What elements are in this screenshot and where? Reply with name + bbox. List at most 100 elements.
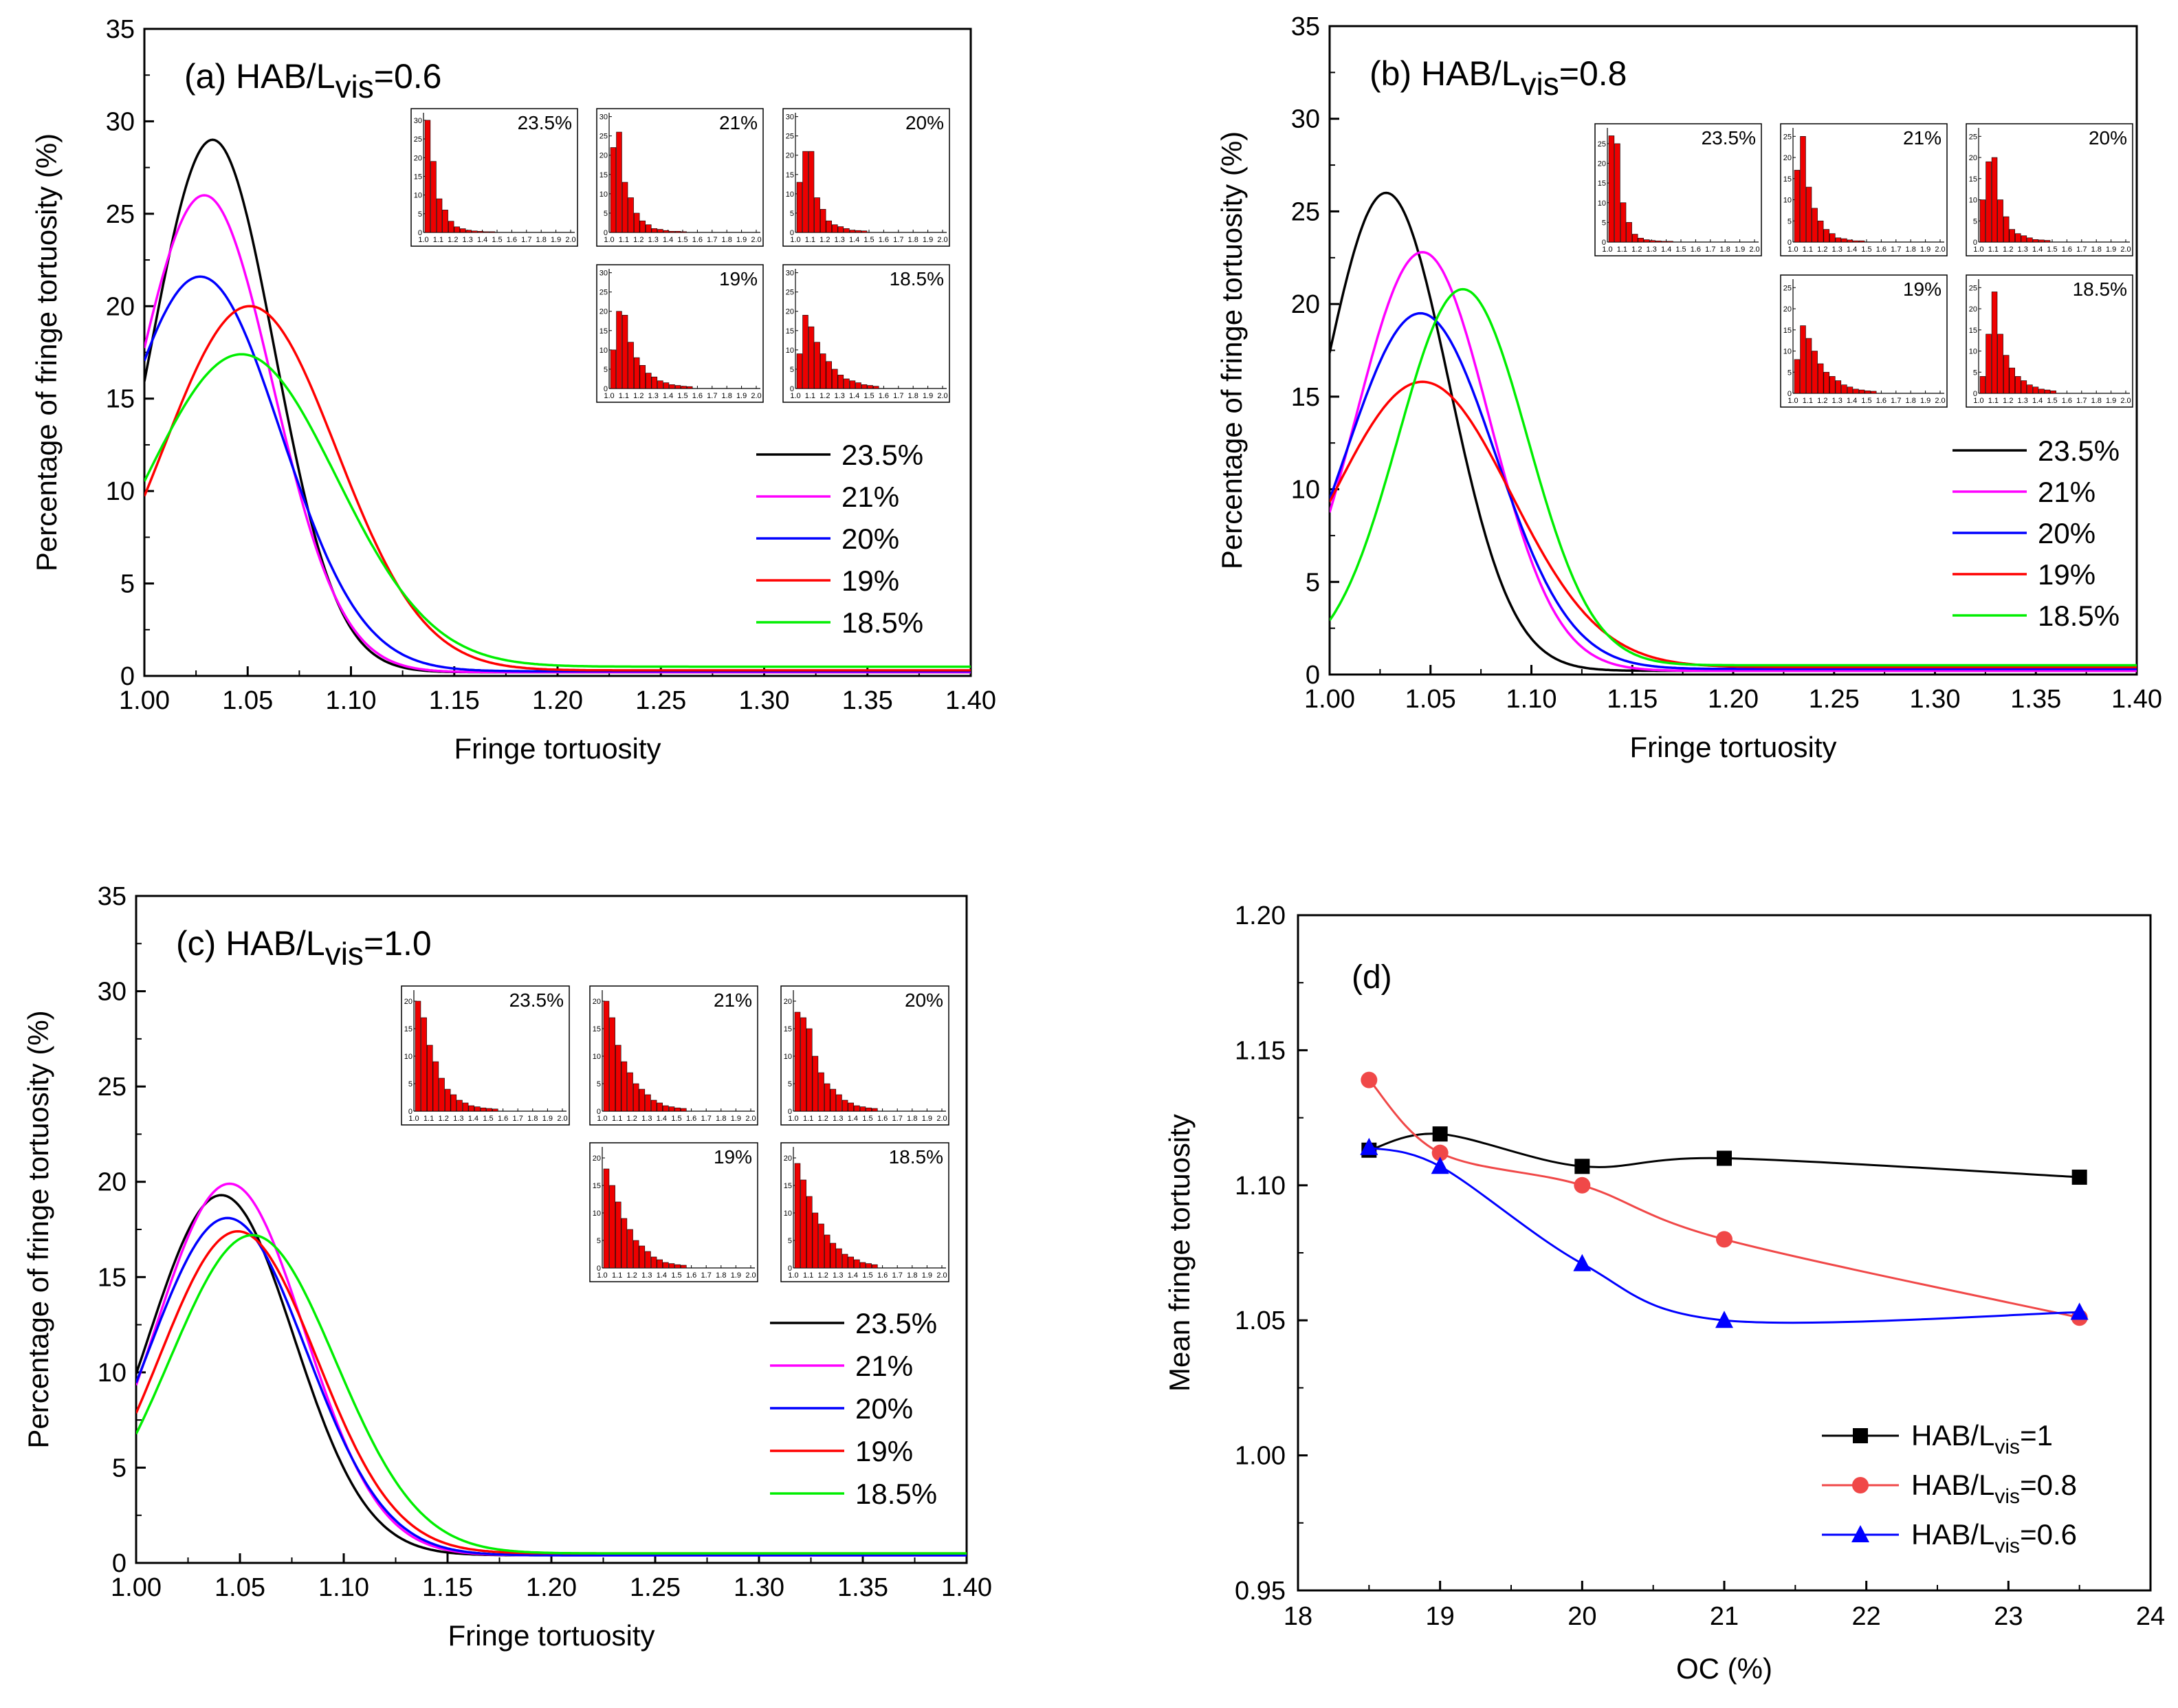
inset-y-tick-label: 0 [1973, 390, 1977, 398]
inset-bar [663, 382, 670, 389]
inset-bar [842, 1099, 848, 1112]
inset-label: 18.5% [889, 1146, 943, 1168]
inset-x-tick-label: 1.2 [820, 392, 830, 400]
inset-x-tick-label: 1.1 [1617, 245, 1627, 254]
y-tick-label: 10 [98, 1359, 126, 1388]
inset-bar [477, 231, 484, 233]
inset-bar [848, 1102, 855, 1112]
y-tick-label: 25 [1291, 197, 1320, 226]
inset-x-tick-label: 1.5 [864, 392, 874, 400]
inset-bar [615, 1201, 622, 1269]
x-tick-label: 1.05 [214, 1573, 265, 1602]
y-axis-label: Mean fringe tortuosity [1163, 1114, 1196, 1392]
x-tick-label: 22 [1852, 1602, 1881, 1631]
legend-label: 23.5% [842, 439, 923, 471]
inset-x-tick-label: 1.9 [731, 1115, 741, 1123]
y-tick-label: 10 [106, 477, 135, 506]
legend-label: 21% [855, 1350, 913, 1382]
inset-x-tick-label: 1.5 [671, 1115, 681, 1123]
inset-bar [1626, 222, 1632, 243]
inset-x-tick-label: 1.1 [805, 392, 815, 400]
x-tick-label: 1.25 [630, 1573, 681, 1602]
inset-bar [465, 230, 472, 233]
inset-bar [1805, 338, 1812, 394]
inset-bar [633, 357, 640, 389]
inset-histogram: 0 5 10 15 20 25 1.0 1.1 1.2 1.3 1.4 1.5 1.6 1.7 1.8 1.9… [1594, 123, 1762, 256]
inset-x-tick-label: 1.8 [2091, 245, 2102, 254]
inset-bar [622, 182, 628, 233]
title-subscript: vis [336, 69, 374, 105]
y-tick-label: 35 [1291, 12, 1320, 41]
inset-bar [814, 197, 820, 233]
inset-x-tick-label: 1.3 [1832, 397, 1842, 405]
inset-bar [1661, 241, 1668, 243]
inset-label: 20% [905, 989, 943, 1011]
inset-y-tick-label: 25 [1598, 140, 1606, 149]
inset-bar [855, 382, 861, 389]
inset-x-tick-label: 1.5 [862, 1115, 872, 1123]
inset-x-tick-label: 1.5 [1675, 245, 1686, 254]
inset-x-tick-label: 1.8 [716, 1271, 726, 1280]
inset-x-tick-label: 1.2 [1817, 245, 1827, 254]
inset-x-tick-label: 1.1 [1988, 245, 1999, 254]
inset-x-tick-label: 1.7 [1891, 397, 1901, 405]
inset-bar [842, 1253, 848, 1269]
inset-x-tick-label: 1.6 [692, 236, 703, 244]
legend-label: 19% [842, 565, 899, 597]
inset-x-tick-label: 2.0 [936, 1115, 947, 1123]
inset-x-tick-label: 1.8 [716, 1115, 726, 1123]
inset-y-tick-label: 10 [414, 192, 422, 200]
curves [136, 1182, 967, 1557]
inset-y-tick-label: 0 [418, 229, 422, 237]
inset-x-tick-label: 1.5 [864, 236, 874, 244]
inset-y-tick-label: 15 [593, 1182, 601, 1190]
inset-x-tick-label: 1.5 [677, 236, 688, 244]
inset-bar [812, 1055, 819, 1112]
inset-y-tick-label: 20 [1969, 154, 1977, 162]
inset-bar [2009, 229, 2015, 243]
inset-y-tick-label: 15 [404, 1025, 412, 1033]
series-square [1361, 1126, 2087, 1185]
inset-x-tick-label: 2.0 [2120, 397, 2131, 405]
inset-bar [1835, 380, 1842, 394]
legend-suffix: =0.8 [2020, 1469, 2077, 1501]
inset-y-tick-label: 5 [604, 366, 608, 374]
inset-x-tick-label: 1.7 [701, 1115, 712, 1123]
inset-bar [646, 224, 652, 233]
inset-y-tick-label: 20 [1598, 160, 1606, 168]
inset-x-tick-label: 1.4 [477, 236, 487, 244]
inset-bar [681, 386, 687, 389]
title-suffix: =1.0 [364, 924, 432, 963]
inset-label: 21% [714, 989, 752, 1011]
inset-x-tick-label: 1.1 [424, 1115, 434, 1123]
inset-x-tick-label: 2.0 [557, 1115, 567, 1123]
inset-bar [867, 385, 873, 389]
legend-label: HAB/Lvis=0.8 [1911, 1469, 2077, 1508]
series-line-19% [1330, 380, 2137, 668]
chart-c: 1.00 1.05 1.10 1.15 1.20 1.25 1.30 1.35 1.400510… [22, 882, 992, 1652]
inset-x-tick-label: 1.9 [551, 236, 561, 244]
inset-y-tick-label: 0 [604, 229, 608, 237]
inset-y-tick-label: 5 [790, 210, 794, 218]
legend-subscript: vis [1994, 1485, 2020, 1508]
series-line-18.5% [144, 353, 971, 668]
inset-x-tick-label: 1.8 [1720, 245, 1730, 254]
y-axis-label: Percentage of fringe tortuosity (%) [22, 1010, 54, 1448]
inset-y-tick-label: 15 [786, 171, 794, 179]
legend-label: 21% [842, 481, 899, 513]
inset-histogram: 0 5 10 15 20 25 1.0 1.1 1.2 1.3 1.4 1.5 1.6 1.7 1.8 1.9… [1966, 123, 2133, 256]
x-tick-label: 1.15 [1607, 685, 1658, 714]
inset-bar [2027, 384, 2033, 394]
inset-bar [2044, 240, 2051, 243]
inset-bar [663, 1262, 669, 1269]
inset-x-tick-label: 2.0 [751, 392, 761, 400]
inset-bar [2015, 233, 2021, 243]
inset-y-tick-label: 10 [784, 1209, 792, 1218]
inset-bar [456, 1099, 463, 1112]
inset-bar [668, 1263, 675, 1269]
inset-y-tick-label: 15 [784, 1025, 792, 1033]
inset-y-tick-label: 15 [414, 173, 422, 181]
inset-x-tick-label: 1.3 [2018, 397, 2028, 405]
inset-bar [432, 1061, 439, 1112]
inset-y-tick-label: 20 [1783, 305, 1792, 314]
